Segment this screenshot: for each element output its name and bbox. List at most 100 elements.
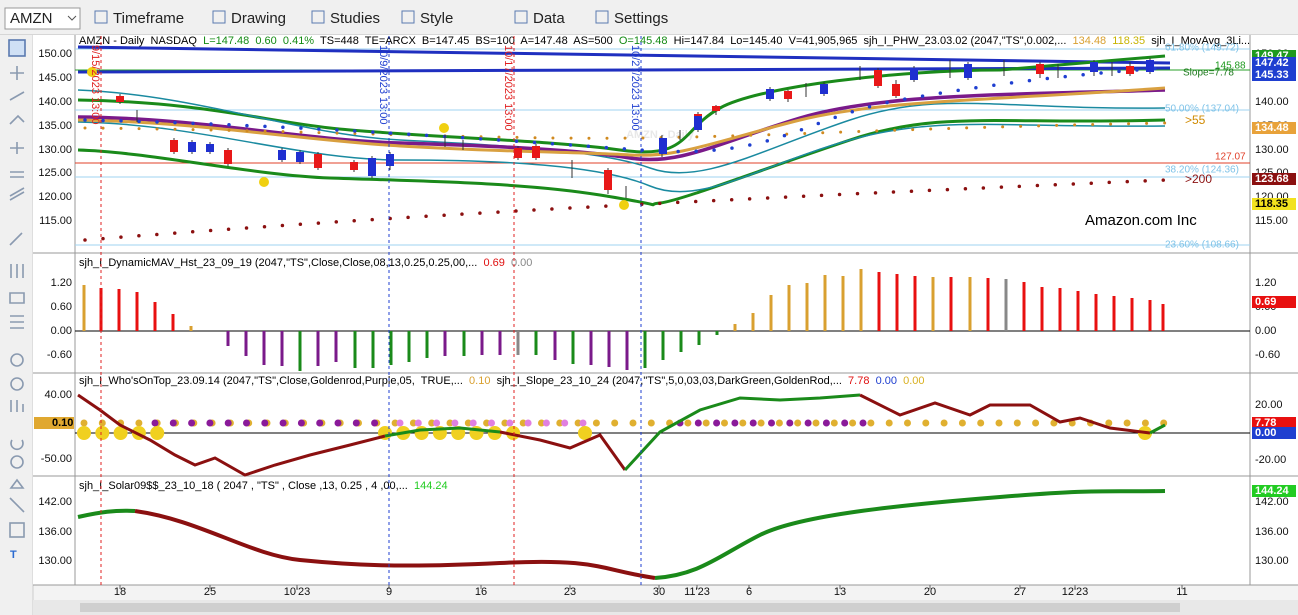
panel-header: sjh_I_DynamicMAV_Hst_23_09_19 (2047,"TS"…: [79, 257, 532, 269]
price-badge-label: 123.68: [1255, 173, 1289, 185]
session-label: 10/9/2023 13:00: [377, 45, 389, 125]
price-badge-label: 0.00: [1255, 427, 1276, 439]
left-axis-area: [33, 35, 75, 585]
menu-icon: [311, 10, 325, 24]
price-badge: [1252, 57, 1296, 69]
right-tick-label: 130.00: [1255, 555, 1289, 567]
candles: [87, 58, 1154, 210]
header-segment: 118.35: [1112, 35, 1151, 47]
header-segment: 0.10: [469, 375, 497, 387]
left-tick-label: 115.00: [39, 215, 72, 227]
left-tick-label: -0.60: [47, 349, 72, 361]
menu-item[interactable]: Data: [533, 10, 565, 27]
right-tick-label: 0.00: [1255, 325, 1276, 337]
tool-column: [0, 35, 33, 615]
annotation: 145.88: [1215, 61, 1246, 72]
menu-item[interactable]: Style: [420, 10, 453, 27]
annotation: 127.07: [1215, 152, 1246, 163]
right-tick-label: 136.00: [1255, 526, 1289, 538]
annotation: 23.60% (108.66): [1165, 240, 1239, 251]
menu-item[interactable]: Settings: [614, 10, 668, 27]
left-tick-label: -50.00: [41, 453, 72, 465]
header-segment: sjh_I_Who'sOnTop_23.09.14 (2047,"TS",Clo…: [79, 375, 469, 387]
x-tick-label: 11'23: [684, 586, 710, 598]
panel-header: AMZN - Daily NASDAQ L=147.48 0.60 0.41% …: [79, 35, 1250, 47]
price-badge: [1252, 427, 1296, 439]
price-badge-label: 147.42: [1255, 57, 1289, 69]
x-tick-label: 9: [386, 586, 392, 598]
panel-header: sjh_I_Solar09$$_23_10_18 ( 2047 , "TS" ,…: [79, 480, 448, 492]
annotation: 38.20% (124.36): [1165, 165, 1239, 176]
price-badge: [1252, 198, 1296, 210]
annotation: Amazon.com Inc: [1085, 212, 1197, 229]
left-tick-label: 130.00: [38, 144, 72, 156]
x-tick-label: 27: [1014, 586, 1026, 598]
header-segment: 0.00: [876, 375, 904, 387]
price-badge-label: 0.69: [1255, 296, 1276, 308]
x-tick-label: 20: [924, 586, 936, 598]
x-tick-label: 30: [653, 586, 665, 598]
histogram: [82, 269, 1165, 371]
symbol-box[interactable]: [4, 7, 81, 30]
left-tick-label: 120.00: [38, 191, 72, 203]
header-segment: sjh_I_MovAvg_3Li...: [1151, 35, 1250, 47]
x-tick-label: 18: [114, 586, 126, 598]
annotation: 61.80% (149.72): [1165, 43, 1239, 54]
price-badge: [1252, 69, 1296, 81]
session-label: 9/15/2023 13:00: [89, 45, 101, 125]
left-tick-label: 0.00: [51, 325, 72, 337]
left-tick-label: 150.00: [38, 48, 72, 60]
header-segment: 0.69: [483, 257, 511, 269]
scroll-thumb[interactable]: [80, 603, 1180, 612]
x-tick-label: 25: [204, 586, 216, 598]
header-segment: sjh_I_DynamicMAV_Hst_23_09_19 (2047,"TS"…: [79, 257, 483, 269]
left-tick-label: 140.00: [38, 96, 72, 108]
right-tick-label: 1.20: [1255, 277, 1276, 289]
header-segment: TS=448 TE=ARCX B=147.45 BS=100 A=147.48 …: [320, 35, 619, 47]
session-label: 10/17/2023 13:00: [502, 45, 514, 131]
tool-icons: [8, 39, 26, 538]
header-segment: 0.00: [511, 257, 532, 269]
price-badge: [1252, 485, 1296, 497]
header-segment: O=145.48: [619, 35, 674, 47]
toolbar: [0, 0, 1298, 35]
menu-icon: [94, 10, 108, 24]
x-tick-label: 13: [834, 586, 846, 598]
menu-item[interactable]: Studies: [330, 10, 380, 27]
price-badge-label: 145.33: [1255, 69, 1289, 81]
left-badge: [34, 417, 74, 429]
right-tick-label: -0.60: [1255, 349, 1280, 361]
x-tick-label: 16: [475, 586, 487, 598]
price-badge-label: 134.48: [1255, 122, 1289, 134]
price-indicators: [77, 45, 1171, 242]
left-tick-label: 136.00: [38, 526, 72, 538]
menu-icon: [595, 10, 609, 24]
left-tick-label: 0.60: [51, 301, 72, 313]
left-tick-label: 125.00: [38, 167, 72, 179]
text-tool[interactable]: T: [10, 549, 17, 561]
header-segment: sjh_I_Slope_23_10_24 (2047,"TS",5,0,03,0…: [497, 375, 848, 387]
annotation: >200: [1185, 172, 1212, 186]
header-segment: AMZN - Daily NASDAQ: [79, 35, 203, 47]
menu-icon: [514, 10, 528, 24]
menu-item[interactable]: Drawing: [231, 10, 286, 27]
right-tick-label: 130.00: [1255, 144, 1289, 156]
annotation: Slope=7.78: [1183, 68, 1234, 79]
left-tick-label: 130.00: [38, 555, 72, 567]
menu-icon: [212, 10, 226, 24]
dropdown-arrow: [67, 15, 77, 21]
left-tick-label: 142.00: [38, 496, 72, 508]
header-segment: 134.48: [1073, 35, 1113, 47]
right-tick-label: 142.00: [1255, 496, 1289, 508]
right-tick-label: -20.00: [1255, 454, 1286, 466]
symbol-input[interactable]: AMZN: [10, 10, 53, 27]
left-tick-label: 135.00: [38, 120, 72, 132]
x-tick-label: 6: [746, 586, 752, 598]
menu-item[interactable]: Timeframe: [113, 10, 184, 27]
left-tick-label: 40.00: [44, 389, 72, 401]
annotation: 50.00% (137.04): [1165, 104, 1239, 115]
price-badge: [1252, 122, 1296, 134]
right-tick-label: 115.00: [1255, 215, 1288, 227]
x-tick-label: 23: [564, 586, 576, 598]
x-tick-label: 12'23: [1062, 586, 1089, 598]
